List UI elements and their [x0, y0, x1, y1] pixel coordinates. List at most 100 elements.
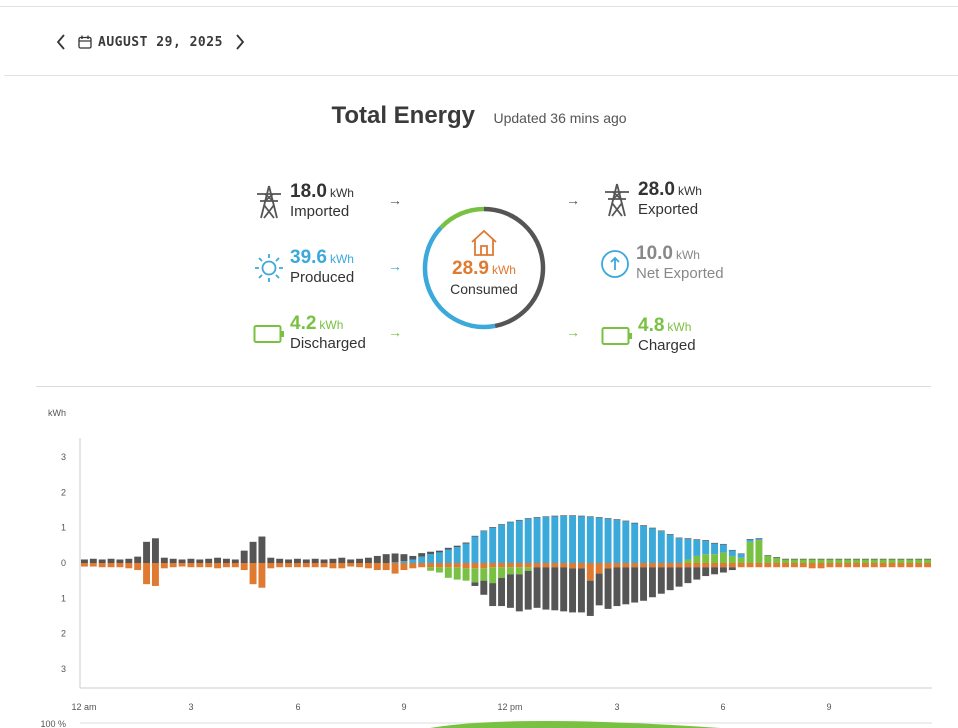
- bar-home_negative: [151, 563, 159, 586]
- ring-segment: [483, 206, 546, 329]
- net-exported-label: Net Exported: [636, 265, 724, 282]
- bar-grid_export: [631, 567, 639, 603]
- bar-home_negative: [888, 563, 896, 568]
- bar-home_negative: [178, 563, 186, 567]
- bar-solar: [435, 552, 443, 563]
- bar-home_negative: [675, 563, 683, 568]
- bar-battery_discharge: [711, 554, 719, 563]
- bar-battery_discharge: [719, 552, 727, 563]
- bar-grid_export: [719, 567, 727, 573]
- bar-grid_export: [702, 567, 710, 577]
- bar-home_negative: [861, 563, 869, 568]
- bar-battery_charge: [435, 567, 443, 573]
- bar-grid_export: [489, 583, 497, 607]
- net-exported-stat[interactable]: 10.0 kWh Net Exported: [598, 244, 724, 283]
- bar-grid_import: [89, 558, 97, 563]
- bar-home_negative: [755, 563, 763, 568]
- bar-grid_import: [631, 522, 639, 524]
- bar-battery_discharge: [835, 559, 843, 563]
- energy-chart: kWh 3 2 1 0 1 2 3 12 am 3 6 9 12 pm 3 6 9 100 %: [40, 408, 932, 728]
- bar-home_negative: [693, 563, 701, 568]
- bar-solar: [755, 538, 763, 541]
- updated-time: Updated 36 mins ago: [493, 110, 627, 126]
- bar-solar: [515, 520, 523, 563]
- bar-grid_import: [577, 515, 585, 517]
- bar-grid_import: [471, 535, 479, 537]
- bar-solar: [498, 524, 506, 563]
- bar-battery_discharge: [808, 559, 816, 563]
- bar-home_negative: [586, 563, 594, 581]
- bar-home_negative: [524, 563, 532, 568]
- bar-home_negative: [622, 563, 630, 568]
- bar-solar: [506, 522, 514, 563]
- bar-grid_export: [728, 567, 736, 571]
- exported-stat[interactable]: 28.0 kWh Exported: [600, 180, 702, 219]
- bar-home_negative: [391, 563, 399, 574]
- bar-solar: [569, 516, 577, 563]
- bar-home_negative: [817, 563, 825, 569]
- charged-stat[interactable]: 4.8 kWh Charged: [600, 316, 696, 355]
- x-tick-label: 9: [826, 702, 831, 712]
- y-tick-label: 0: [61, 558, 66, 568]
- bar-solar: [702, 540, 710, 555]
- bar-battery_discharge: [924, 559, 932, 563]
- bar-solar: [427, 554, 435, 563]
- bar-home_negative: [462, 563, 470, 569]
- bar-home_negative: [347, 563, 355, 567]
- consumed-unit: kWh: [491, 263, 516, 277]
- bar-grid_import: [746, 538, 754, 540]
- bar-home_negative: [364, 563, 372, 569]
- bar-grid_import: [178, 559, 186, 563]
- current-date[interactable]: AUGUST 29, 2025: [98, 34, 223, 50]
- bar-grid_import: [382, 554, 390, 563]
- transmission-tower-icon: [252, 185, 286, 219]
- next-day-button[interactable]: [231, 30, 249, 54]
- bar-grid_import: [640, 525, 648, 526]
- discharged-value: 4.2: [290, 313, 317, 334]
- bar-grid_import: [906, 558, 914, 560]
- bar-grid_import: [915, 558, 923, 560]
- bar-home_negative: [808, 563, 816, 569]
- bar-solar: [595, 517, 603, 563]
- bar-solar: [400, 561, 408, 563]
- discharged-stat[interactable]: 4.2 kWh Discharged: [252, 314, 366, 353]
- bar-home_negative: [489, 563, 497, 568]
- bar-battery_discharge: [799, 559, 807, 563]
- bar-grid_import: [285, 559, 293, 563]
- imported-label: Imported: [290, 203, 350, 220]
- bar-grid_import: [835, 558, 843, 560]
- bar-solar: [631, 523, 639, 563]
- bar-battery_discharge: [861, 559, 869, 563]
- bar-home_negative: [906, 563, 914, 568]
- bar-home_negative: [258, 563, 266, 588]
- calendar-icon[interactable]: [78, 35, 92, 49]
- bar-home_negative: [480, 563, 488, 569]
- bar-grid_import: [160, 557, 168, 563]
- consumed-center[interactable]: 28.9 kWh Consumed: [421, 228, 547, 297]
- bar-home_negative: [613, 563, 621, 568]
- bar-solar: [728, 550, 736, 556]
- bar-solar: [693, 540, 701, 556]
- bar-solar: [551, 516, 559, 563]
- bar-home_negative: [214, 563, 222, 569]
- net-exported-value: 10.0: [636, 243, 673, 264]
- bar-home_negative: [684, 563, 692, 568]
- bar-grid_import: [844, 558, 852, 560]
- y-tick-label: 2: [61, 629, 66, 639]
- bar-battery_discharge: [888, 559, 896, 563]
- bar-grid_import: [604, 518, 612, 519]
- bar-home_negative: [382, 563, 390, 571]
- previous-day-button[interactable]: [52, 30, 70, 54]
- bar-solar: [746, 539, 754, 542]
- imported-stat[interactable]: 18.0 kWh Imported: [252, 182, 354, 221]
- bar-home_negative: [631, 563, 639, 568]
- bar-solar: [577, 516, 585, 563]
- y-tick-label: 2: [61, 487, 66, 497]
- bar-grid_export: [524, 570, 532, 610]
- bar-solar: [524, 518, 532, 563]
- bar-battery_discharge: [702, 554, 710, 563]
- imported-value: 18.0: [290, 181, 327, 202]
- produced-stat[interactable]: 39.6 kWh Produced: [252, 248, 354, 287]
- bar-grid_import: [480, 530, 488, 532]
- house-icon: [421, 228, 547, 258]
